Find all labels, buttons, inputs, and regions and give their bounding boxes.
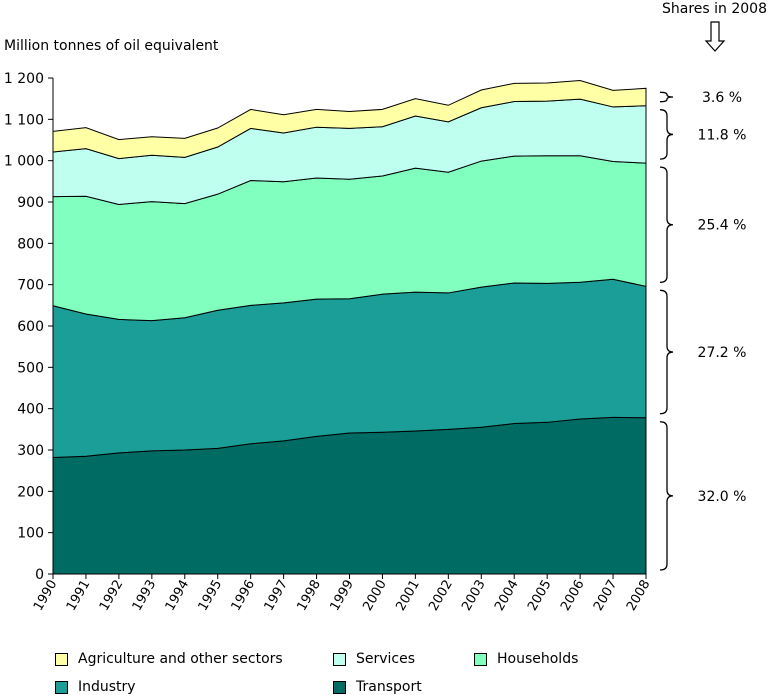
down-arrow-icon xyxy=(704,21,726,52)
x-tick-label: 1992 xyxy=(97,578,127,614)
legend-swatch-households xyxy=(474,652,487,666)
legend-item-transport: Transport xyxy=(333,679,422,695)
stacked-area-chart: Million tonnes of oil equivalent Shares … xyxy=(4,1,767,614)
y-tick-label: 1 000 xyxy=(4,154,44,170)
legend-item-households: Households xyxy=(474,651,578,667)
x-tick-label: 2003 xyxy=(459,578,489,614)
share-label-industry: 27.2 % xyxy=(698,345,747,361)
legend-label-industry: Industry xyxy=(78,679,136,695)
y-tick-label: 900 xyxy=(17,195,44,211)
x-tick-label: 2006 xyxy=(558,578,588,614)
share-brace-transport xyxy=(659,421,674,571)
legend-swatch-industry xyxy=(55,680,68,694)
y-tick-label: 300 xyxy=(17,443,44,459)
y-tick-label: 1 200 xyxy=(4,71,44,87)
legend-item-agriculture: Agriculture and other sectors xyxy=(55,651,283,667)
legend-label-agriculture: Agriculture and other sectors xyxy=(78,651,283,667)
legend-label-households: Households xyxy=(497,651,579,667)
x-tick-label: 2000 xyxy=(360,578,390,614)
x-tick-label: 2007 xyxy=(591,578,621,614)
y-tick-label: 600 xyxy=(17,319,44,335)
y-tick-label: 1 100 xyxy=(4,112,44,128)
y-tick-label: 700 xyxy=(17,278,44,294)
x-tick-label: 2005 xyxy=(525,578,555,614)
x-tick-label: 1991 xyxy=(64,578,94,614)
x-tick-label: 2008 xyxy=(624,578,654,614)
x-tick-label: 1995 xyxy=(196,578,226,614)
x-tick-label: 1994 xyxy=(163,578,193,614)
x-tick-label: 2001 xyxy=(393,578,423,614)
legend-item-industry: Industry xyxy=(55,679,136,695)
legend-swatch-transport xyxy=(333,680,346,694)
share-label-services: 11.8 % xyxy=(698,127,747,143)
y-tick-label: 200 xyxy=(17,484,44,500)
share-brace-households xyxy=(659,166,674,283)
legend-item-services: Services xyxy=(333,651,415,667)
legend-label-services: Services xyxy=(356,651,416,667)
legend: Agriculture and other sectors Services H… xyxy=(0,640,768,695)
x-tick-label: 1996 xyxy=(229,578,259,614)
x-tick-label: 2004 xyxy=(492,578,522,614)
x-tick-label: 1998 xyxy=(294,578,324,614)
y-tick-label: 500 xyxy=(17,360,44,376)
shares-title: Shares in 2008 xyxy=(662,1,767,17)
share-label-agriculture-and-other-sectors: 3.6 % xyxy=(702,90,742,106)
y-tick-label: 800 xyxy=(17,236,44,252)
share-brace-services xyxy=(659,109,674,160)
x-tick-label: 1997 xyxy=(262,578,292,614)
y-tick-label: 400 xyxy=(17,402,44,418)
legend-label-transport: Transport xyxy=(356,679,422,695)
y-axis-label: Million tonnes of oil equivalent xyxy=(4,38,219,54)
legend-swatch-services xyxy=(333,652,346,666)
y-tick-label: 0 xyxy=(35,567,44,583)
x-tick-label: 1999 xyxy=(327,578,357,614)
legend-swatch-agriculture xyxy=(55,652,68,666)
share-brace-agriculture-and-other-sectors xyxy=(659,91,674,103)
share-label-households: 25.4 % xyxy=(698,218,747,234)
y-tick-label: 100 xyxy=(17,526,44,542)
area-agriculture-and-other-sectors xyxy=(52,79,647,160)
x-tick-label: 2002 xyxy=(426,578,456,614)
share-brace-industry xyxy=(659,289,674,415)
x-tick-label: 1993 xyxy=(130,578,160,614)
share-label-transport: 32.0 % xyxy=(698,489,747,505)
